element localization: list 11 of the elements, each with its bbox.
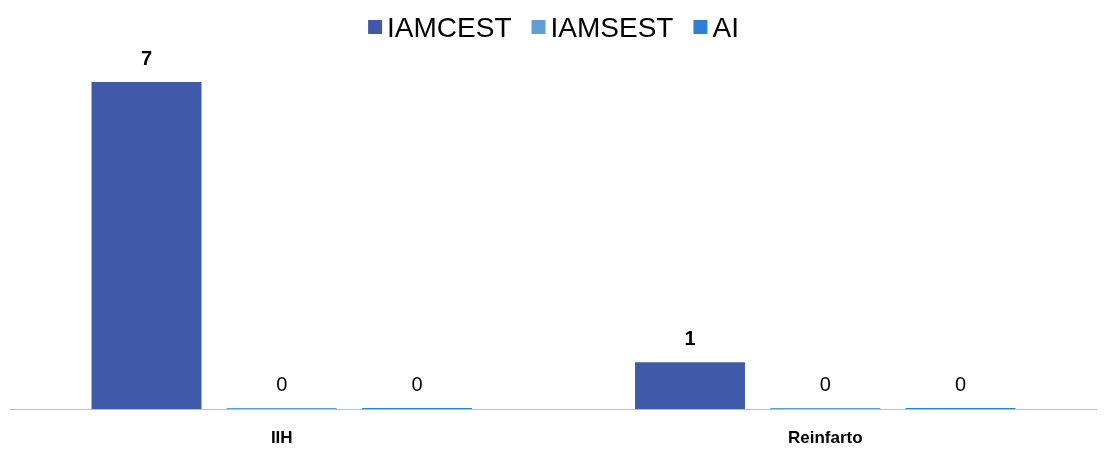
data-label: 1 bbox=[684, 327, 696, 350]
legend-label: IAMSEST bbox=[550, 11, 674, 43]
legend-label: IAMCEST bbox=[387, 11, 512, 43]
data-label: 0 bbox=[411, 373, 423, 395]
data-label: 0 bbox=[276, 373, 288, 395]
legend-label: AI bbox=[712, 11, 739, 43]
x-tick-label: Reinfarto bbox=[787, 428, 863, 447]
data-label: 0 bbox=[954, 373, 967, 395]
data-label: 0 bbox=[819, 373, 831, 395]
data-label: 7 bbox=[140, 47, 153, 69]
x-tick-label: IIH bbox=[270, 428, 293, 447]
